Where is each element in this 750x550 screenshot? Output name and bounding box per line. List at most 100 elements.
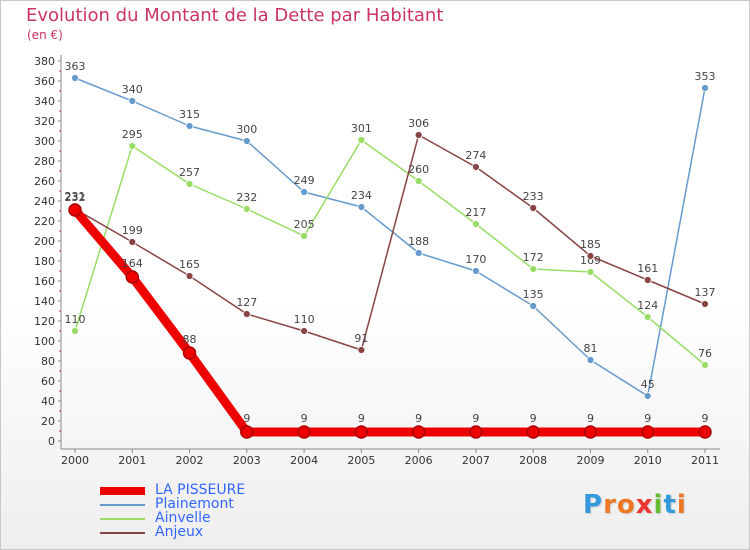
data-label: 81: [583, 342, 597, 355]
data-point: [357, 203, 366, 211]
y-tick-label: 240: [34, 195, 55, 208]
legend-label: Anjeux: [155, 524, 204, 540]
data-point: [414, 249, 423, 257]
data-point: [529, 265, 538, 273]
data-label: 232: [236, 191, 257, 204]
data-label: 127: [236, 296, 257, 309]
series-line-0: [70, 205, 710, 437]
x-tick-label: 2010: [634, 454, 662, 467]
data-point: [414, 177, 423, 185]
data-point: [185, 122, 194, 130]
data-point: [472, 267, 480, 275]
data-point: [357, 346, 366, 354]
data-label: 340: [122, 83, 143, 96]
data-label: 76: [698, 347, 712, 360]
data-point: [701, 300, 709, 308]
y-tick-label: 0: [48, 435, 55, 448]
data-label: 300: [236, 123, 257, 136]
data-point: [300, 327, 308, 335]
data-point: [297, 425, 311, 439]
data-point: [701, 361, 709, 369]
data-point: [240, 425, 254, 439]
data-point: [300, 188, 308, 196]
chart-unit: (en €): [27, 28, 63, 42]
y-tick-label: 100: [34, 335, 55, 348]
y-tick-label: 340: [34, 95, 55, 108]
legend-swatch: [100, 532, 145, 534]
data-label: 9: [243, 412, 250, 425]
legend-item: Ainvelle: [100, 511, 300, 526]
logo-letter: i: [653, 490, 664, 520]
data-point: [185, 272, 194, 280]
x-tick-label: 2000: [61, 454, 89, 467]
data-label: 110: [65, 313, 86, 326]
logo-letter: i: [676, 490, 687, 520]
data-label: 164: [122, 257, 143, 270]
proxiti-logo: Proxiti: [583, 490, 687, 520]
legend-label: Plainemont: [155, 496, 234, 512]
data-label: 9: [415, 412, 422, 425]
data-point: [242, 310, 251, 318]
legend-swatch: [100, 504, 145, 506]
data-point: [411, 425, 426, 439]
logo-letter: t: [663, 490, 677, 520]
data-point: [701, 84, 709, 92]
data-label: 170: [465, 253, 486, 266]
x-tick-label: 2008: [519, 454, 547, 467]
y-tick-label: 120: [34, 315, 55, 328]
data-label: 188: [408, 235, 429, 248]
data-point: [529, 204, 538, 212]
data-point: [643, 313, 652, 321]
data-label: 169: [580, 254, 601, 267]
series-line-2: [74, 139, 706, 366]
legend-swatch: [100, 518, 145, 520]
data-point: [640, 425, 655, 439]
data-label: 91: [354, 332, 368, 345]
data-point: [414, 131, 423, 139]
data-point: [300, 232, 308, 240]
data-label: 249: [294, 174, 315, 187]
legend-item: Plainemont: [100, 496, 300, 512]
legend-swatch: [100, 487, 145, 495]
y-tick-label: 160: [34, 275, 55, 288]
data-label: 234: [351, 189, 372, 202]
data-point: [242, 137, 251, 145]
y-tick-label: 360: [34, 75, 55, 88]
data-point: [71, 74, 79, 82]
data-label: 295: [122, 128, 143, 141]
x-tick-label: 2002: [176, 454, 204, 467]
logo-letter: x: [635, 490, 654, 520]
y-tick-label: 300: [34, 135, 55, 148]
logo-letter: o: [616, 490, 636, 520]
legend: LA PISSEURE Plainemont Ainvelle Anjeux: [100, 483, 300, 540]
data-label: 165: [179, 258, 200, 271]
data-point: [643, 276, 652, 284]
data-label: 9: [587, 412, 594, 425]
data-point: [125, 270, 140, 284]
data-point: [128, 97, 137, 105]
data-point: [354, 425, 369, 439]
data-point: [698, 425, 712, 439]
data-label: 124: [637, 299, 658, 312]
data-point: [182, 346, 197, 360]
x-tick-label: 2005: [347, 454, 375, 467]
data-label: 45: [641, 378, 655, 391]
x-tick-label: 2004: [290, 454, 318, 467]
legend-item: LA PISSEURE: [100, 483, 300, 498]
y-tick-label: 220: [34, 215, 55, 228]
x-tick-label: 2006: [405, 454, 433, 467]
y-tick-label: 80: [41, 355, 55, 368]
y-tick-label: 260: [34, 175, 55, 188]
x-tick-label: 2011: [691, 454, 719, 467]
data-point: [469, 425, 483, 439]
data-label: 274: [465, 149, 486, 162]
series-line-3: [74, 134, 706, 351]
data-label: 232: [65, 191, 86, 204]
data-point: [472, 220, 480, 228]
data-label: 199: [122, 224, 143, 237]
y-tick-label: 140: [34, 295, 55, 308]
x-tick-label: 2001: [118, 454, 146, 467]
y-tick-label: 20: [41, 415, 55, 428]
data-label: 88: [183, 333, 197, 346]
